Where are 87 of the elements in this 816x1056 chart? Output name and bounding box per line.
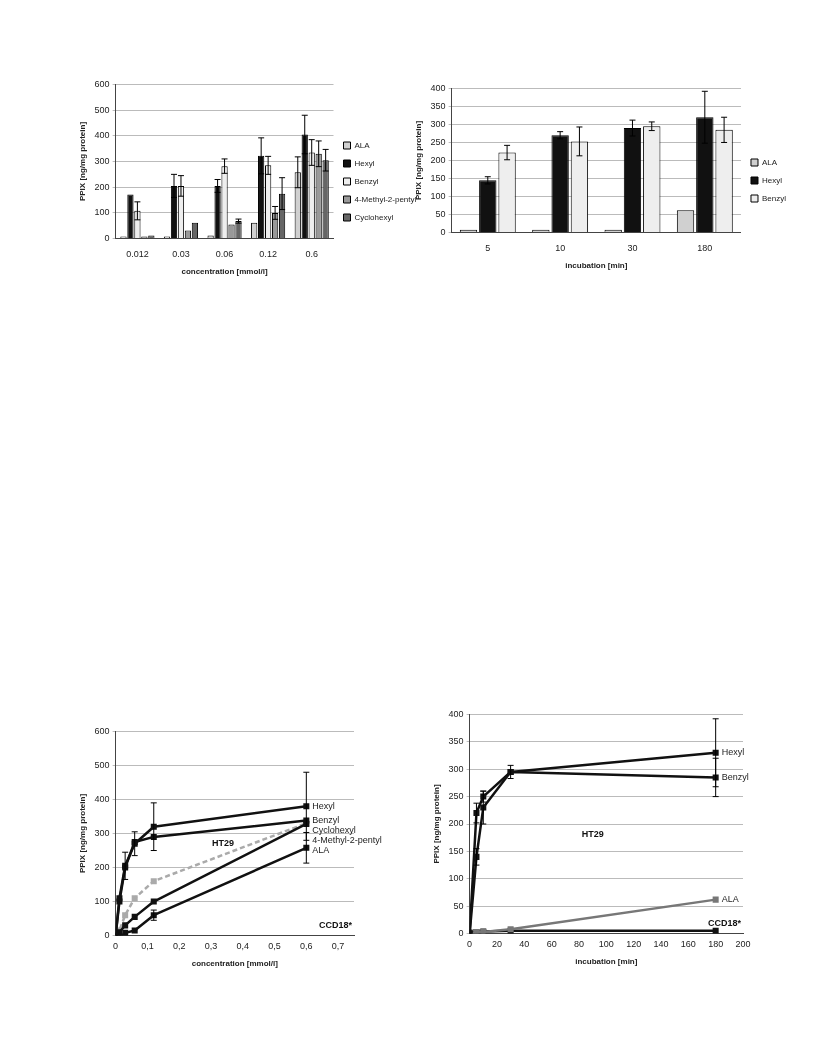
series-label: Benzyl xyxy=(721,771,749,782)
x-tick-label: 40 xyxy=(519,939,530,950)
y-tick-label: 200 xyxy=(94,862,110,873)
x-tick-label: 0,7 xyxy=(331,941,345,952)
y-tick-label: 150 xyxy=(448,845,464,856)
series-label: Hexyl xyxy=(312,800,335,811)
y-tick-label: 200 xyxy=(94,181,110,192)
x-tick-label: 0,6 xyxy=(300,941,313,952)
x-tick-label: 180 xyxy=(708,939,724,950)
x-tick-label: 0.012 xyxy=(126,249,149,260)
legend-label: Hexyl xyxy=(354,158,375,168)
x-tick-label: 0,2 xyxy=(172,941,186,952)
x-tick-label: 0,5 xyxy=(268,941,281,952)
x-tick-label: 10 xyxy=(555,243,566,254)
y-tick-label: 100 xyxy=(94,207,110,218)
x-tick-label: 60 xyxy=(546,939,557,950)
x-tick-label: 0.03 xyxy=(172,249,190,260)
y-tick-label: 300 xyxy=(94,155,110,166)
x-axis-title: concentration [mmol/l] xyxy=(191,959,279,969)
x-tick-label: 80 xyxy=(573,939,584,950)
y-tick-label: 350 xyxy=(430,100,446,111)
y-tick-label: 400 xyxy=(94,793,110,804)
y-tick-label: 500 xyxy=(94,759,110,770)
legend-label: Benzyl xyxy=(354,176,379,186)
y-tick-label: 250 xyxy=(448,791,464,802)
series-label: ALA xyxy=(312,845,330,856)
legend-label: 4-Methyl-2-pentyl xyxy=(354,194,417,204)
series-label: Cyclohexyl xyxy=(312,825,356,836)
y-tick-label: 300 xyxy=(430,118,446,129)
x-tick-label: 0,3 xyxy=(204,941,218,952)
annotation: HT29 xyxy=(211,838,234,849)
y-axis-title: PPIX [ng/mg protein] xyxy=(432,784,441,864)
x-tick-label: 0.6 xyxy=(305,249,318,260)
x-tick-label: 0 xyxy=(113,941,119,952)
x-tick-label: 140 xyxy=(653,939,669,950)
series-label: ALA xyxy=(721,894,739,905)
x-tick-label: 100 xyxy=(598,939,614,950)
legend-label: Benzyl xyxy=(761,193,787,203)
y-tick-label: 0 xyxy=(458,928,464,939)
x-tick-label: 0.06 xyxy=(215,249,234,260)
legend-label: Hexyl xyxy=(761,175,783,185)
series-label: 4-Methyl-2-pentyl xyxy=(312,835,382,846)
y-tick-label: 100 xyxy=(448,873,464,884)
x-axis-title: concentration [mmol/l] xyxy=(181,267,268,277)
y-tick-label: 350 xyxy=(448,736,464,747)
x-tick-label: 30 xyxy=(627,243,638,254)
y-axis-title: PPIX [ng/mg protein] xyxy=(78,121,87,202)
y-tick-label: 0 xyxy=(104,930,110,941)
y-tick-label: 300 xyxy=(448,763,464,774)
series-label: Benzyl xyxy=(312,815,340,826)
y-tick-label: 50 xyxy=(453,900,464,911)
x-tick-label: 120 xyxy=(626,939,642,950)
y-tick-label: 150 xyxy=(430,173,446,184)
x-tick-label: 0 xyxy=(467,939,473,950)
annotation: HT29 xyxy=(581,829,604,840)
y-tick-label: 400 xyxy=(430,82,446,93)
x-tick-label: 200 xyxy=(735,939,751,950)
y-tick-label: 600 xyxy=(94,78,110,89)
y-tick-label: 200 xyxy=(430,154,446,165)
y-tick-label: 0 xyxy=(104,233,110,244)
x-tick-label: 0.12 xyxy=(259,249,277,260)
x-tick-label: 20 xyxy=(491,939,502,950)
x-tick-label: 5 xyxy=(485,243,491,254)
legend-label: ALA xyxy=(354,140,371,150)
y-tick-label: 100 xyxy=(94,896,110,907)
x-axis-title: incubation [min] xyxy=(575,957,638,967)
y-tick-label: 250 xyxy=(430,136,446,147)
y-tick-label: 500 xyxy=(94,104,110,115)
y-tick-label: 100 xyxy=(430,191,446,202)
y-tick-label: 200 xyxy=(448,818,464,829)
annotation: CCD18* xyxy=(707,918,742,929)
legend-label: ALA xyxy=(761,157,778,167)
x-tick-label: 160 xyxy=(680,939,696,950)
y-tick-label: 400 xyxy=(94,130,110,141)
y-tick-label: 50 xyxy=(435,209,446,220)
legend-label: Cyclohexyl xyxy=(354,212,394,222)
y-tick-label: 600 xyxy=(94,725,110,736)
y-tick-label: 400 xyxy=(448,708,464,719)
annotation: CCD18* xyxy=(318,920,353,931)
y-tick-label: 300 xyxy=(94,827,110,838)
x-tick-label: 180 xyxy=(697,243,713,254)
y-axis-title: PPIX [ng/mg protein] xyxy=(78,793,87,874)
series-label: Hexyl xyxy=(721,747,745,758)
x-tick-label: 0,4 xyxy=(236,941,250,952)
x-tick-label: 0,1 xyxy=(141,941,154,952)
y-tick-label: 0 xyxy=(440,227,446,238)
x-axis-title: incubation [min] xyxy=(565,261,628,271)
